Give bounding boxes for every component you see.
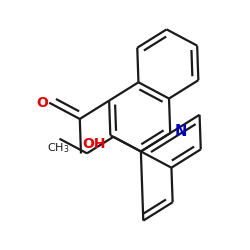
Text: OH: OH [82,137,106,151]
Text: O: O [36,96,48,110]
Text: N: N [175,124,188,139]
Text: CH$_3$: CH$_3$ [47,142,70,155]
